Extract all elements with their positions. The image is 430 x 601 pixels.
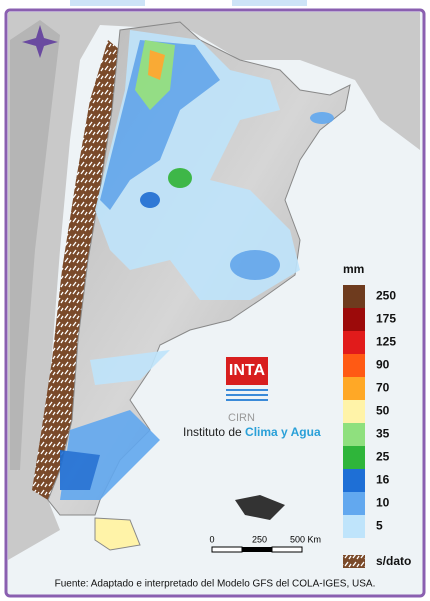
scale-label: 0 — [209, 534, 214, 544]
institute-highlight: Clima y Agua — [245, 425, 321, 439]
legend-label: 250 — [376, 289, 396, 303]
legend-label: 70 — [376, 381, 390, 395]
logo-sub: CIRN — [228, 412, 255, 424]
tierra-del-fuego — [94, 517, 141, 551]
legend-swatch — [343, 400, 365, 423]
no-data-area — [32, 40, 120, 500]
logo-name: INTA — [229, 362, 266, 379]
tab — [232, 0, 307, 6]
islands — [235, 495, 285, 520]
legend-label: 5 — [376, 519, 383, 533]
logo-box — [226, 357, 268, 385]
scale-bar — [211, 546, 303, 553]
compass — [22, 25, 58, 58]
footer: Fuente: Adaptado e interpretado del Mode… — [55, 579, 376, 590]
legend-swatch — [343, 285, 365, 308]
legend-label: 10 — [376, 496, 390, 510]
legend-swatch — [343, 308, 365, 331]
legend-label: 50 — [376, 404, 390, 418]
legend-label: 35 — [376, 427, 390, 441]
scale-label: 500 Km — [290, 534, 321, 544]
legend-title: mm — [343, 262, 364, 276]
legend-label: 175 — [376, 312, 396, 326]
nodata-label: s/dato — [376, 554, 411, 568]
legend-label: 125 — [376, 335, 396, 349]
legend-label: 25 — [376, 450, 390, 464]
legend-swatch — [343, 331, 365, 354]
legend-swatch — [343, 469, 365, 492]
legend-label: 16 — [376, 473, 390, 487]
scale-label: 250 — [252, 534, 267, 544]
legend-swatch — [343, 515, 365, 538]
legend-label: 90 — [376, 358, 390, 372]
institute: Instituto de Clima y Agua — [183, 425, 321, 439]
legend-swatch — [343, 354, 365, 377]
legend-swatch — [343, 446, 365, 469]
nodata-swatch — [343, 555, 365, 568]
precipitation — [60, 30, 334, 500]
institute-text: Instituto de — [183, 425, 245, 439]
tab — [70, 0, 145, 6]
legend-swatch — [343, 423, 365, 446]
pacific-coast — [10, 20, 60, 470]
logo-lines — [226, 389, 268, 401]
legend-swatch — [343, 492, 365, 515]
legend-swatch — [343, 377, 365, 400]
